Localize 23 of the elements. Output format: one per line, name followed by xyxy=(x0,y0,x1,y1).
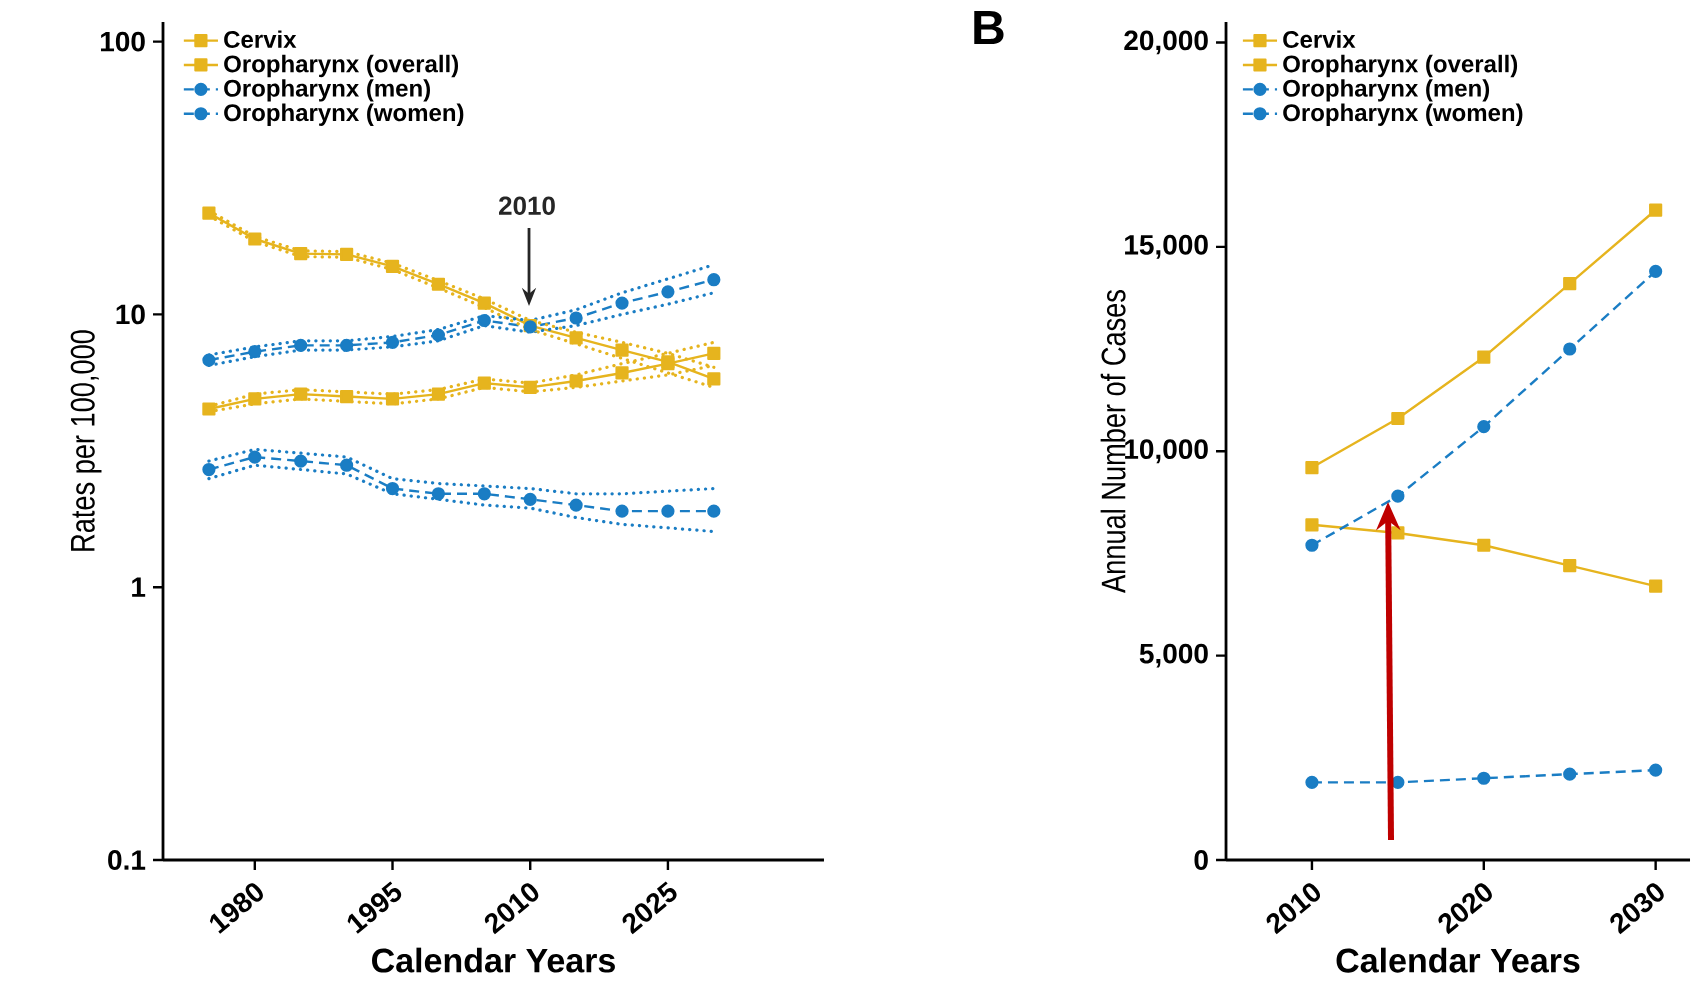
y-tick-label: 10,000 xyxy=(1125,439,1208,464)
annotation: 2010 xyxy=(499,196,555,215)
y-tick-label: 100 xyxy=(100,31,145,52)
legend-label: Oropharynx (women) xyxy=(224,103,464,126)
y-axis-title: Rates per 100,000 xyxy=(70,330,102,551)
legend-label: Cervix xyxy=(1283,30,1356,49)
legend-label: Oropharynx (women) xyxy=(1283,103,1523,126)
legend-label: Cervix xyxy=(224,30,297,48)
y-tick-label: 1 xyxy=(132,577,146,597)
legend-label: Oropharynx (men) xyxy=(1283,79,1490,102)
y-tick-label: 5,000 xyxy=(1139,643,1208,668)
y-tick-label: 0.1 xyxy=(108,850,146,870)
y-tick-label: 0 xyxy=(1194,850,1208,870)
legend-label: Oropharynx (overall) xyxy=(1283,54,1518,78)
y-tick-label: 20,000 xyxy=(1124,30,1208,55)
x-axis-title: Calendar Years xyxy=(372,947,615,973)
legend-label: Oropharynx (men) xyxy=(224,79,430,102)
text: B xyxy=(974,11,1004,45)
legend-label: Oropharynx (overall) xyxy=(224,54,459,78)
y-tick-label: 15,000 xyxy=(1125,234,1208,259)
x-axis-title: Calendar Years xyxy=(1336,947,1580,973)
y-axis-title: Annual Number of Cases xyxy=(1100,290,1126,593)
y-tick-label: 10 xyxy=(116,304,145,325)
